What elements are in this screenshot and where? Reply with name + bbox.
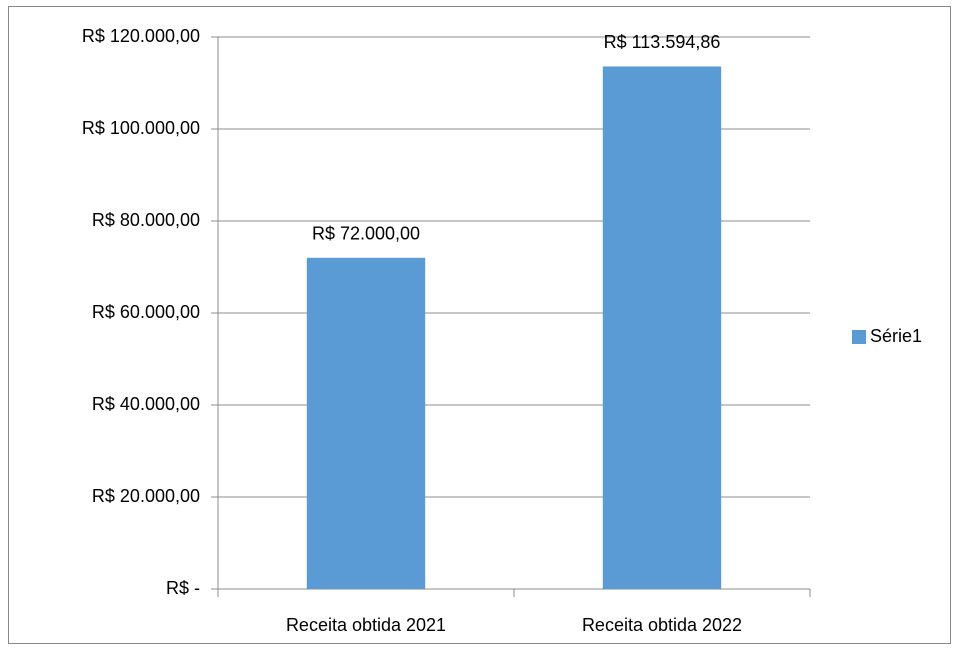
legend-label: Série1	[870, 326, 922, 346]
bar	[306, 257, 426, 589]
y-tick-label: R$ 20.000,00	[92, 486, 200, 506]
data-label: R$ 72.000,00	[312, 224, 420, 244]
legend-swatch	[852, 330, 866, 344]
y-tick-label: R$ 120.000,00	[82, 26, 200, 46]
y-tick-label: R$ 60.000,00	[92, 302, 200, 322]
y-tick-label: R$ -	[166, 578, 200, 598]
y-tick-label: R$ 100.000,00	[82, 118, 200, 138]
bar	[602, 66, 722, 590]
y-tick-label: R$ 40.000,00	[92, 394, 200, 414]
chart-border	[8, 6, 951, 644]
data-label: R$ 113.594,86	[604, 32, 721, 52]
x-tick-label: Receita obtida 2021	[286, 615, 446, 635]
y-tick-label: R$ 80.000,00	[92, 210, 200, 230]
x-tick-label: Receita obtida 2022	[582, 615, 742, 635]
